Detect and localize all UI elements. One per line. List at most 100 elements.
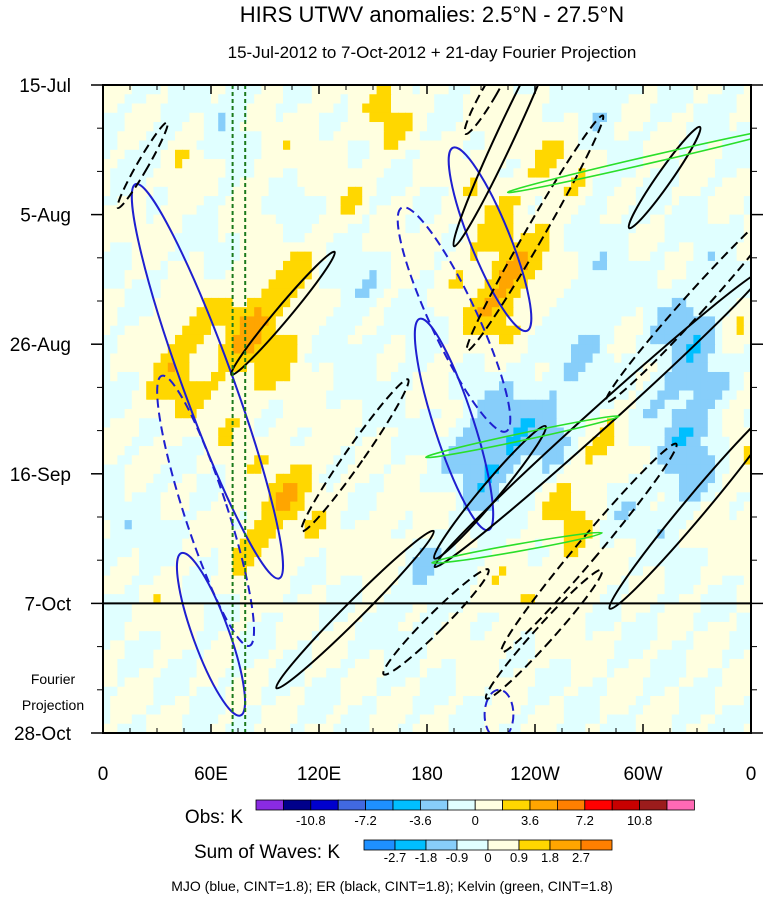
field-cell bbox=[463, 390, 471, 401]
field-cell bbox=[290, 131, 298, 142]
field-cell bbox=[247, 85, 255, 95]
field-cell bbox=[592, 473, 601, 484]
field-cell bbox=[124, 473, 133, 484]
field-cell bbox=[463, 464, 471, 475]
field-cell bbox=[549, 464, 558, 475]
field-cell bbox=[527, 520, 536, 530]
field-cell bbox=[520, 140, 529, 151]
field-cell bbox=[448, 436, 457, 447]
field-cell bbox=[225, 94, 234, 105]
field-cell bbox=[254, 529, 262, 540]
field-cell bbox=[729, 288, 738, 299]
field-cell bbox=[268, 381, 277, 392]
field-cell bbox=[448, 223, 457, 234]
field-cell bbox=[225, 325, 234, 336]
field-cell bbox=[463, 436, 471, 447]
field-cell bbox=[261, 297, 270, 308]
field-cell bbox=[542, 177, 550, 188]
field-cell bbox=[196, 131, 205, 142]
field-cell bbox=[578, 381, 586, 392]
field-cell bbox=[268, 399, 277, 410]
field-cell bbox=[398, 122, 406, 132]
field-cell bbox=[405, 196, 414, 206]
field-cell bbox=[376, 510, 385, 521]
field-cell bbox=[499, 177, 507, 188]
field-cell bbox=[628, 464, 637, 475]
field-cell bbox=[650, 353, 658, 364]
field-cell bbox=[484, 381, 493, 392]
field-cell bbox=[139, 547, 147, 558]
field-cell bbox=[254, 362, 262, 373]
field-cell bbox=[290, 85, 298, 95]
field-cell bbox=[405, 223, 414, 234]
field-cell bbox=[535, 371, 543, 382]
field-cell bbox=[131, 483, 140, 493]
field-cell bbox=[117, 399, 126, 410]
field-cell bbox=[628, 168, 637, 179]
field-cell bbox=[355, 566, 363, 577]
field-cell bbox=[635, 288, 644, 299]
field-cell bbox=[261, 520, 270, 530]
field-cell bbox=[477, 205, 486, 216]
field-cell bbox=[376, 538, 385, 549]
field-cell bbox=[103, 381, 111, 392]
field-cell bbox=[311, 223, 320, 234]
field-cell bbox=[679, 316, 687, 327]
field-cell bbox=[556, 501, 565, 512]
field-cell bbox=[117, 131, 126, 142]
field-cell bbox=[743, 94, 751, 105]
field-cell bbox=[686, 446, 694, 456]
field-cell bbox=[311, 186, 320, 197]
field-cell bbox=[491, 409, 500, 419]
field-cell bbox=[542, 325, 550, 336]
field-cell bbox=[398, 307, 406, 318]
field-cell bbox=[103, 205, 111, 216]
field-cell bbox=[268, 427, 277, 438]
field-cell bbox=[139, 594, 147, 604]
field-cell bbox=[556, 584, 565, 595]
field-cell bbox=[383, 575, 392, 586]
field-cell bbox=[743, 436, 751, 447]
field-cell bbox=[585, 260, 594, 271]
field-cell bbox=[585, 390, 594, 401]
field-cell bbox=[398, 334, 406, 345]
field-cell bbox=[232, 547, 241, 558]
field-cell bbox=[362, 149, 370, 160]
field-cell bbox=[326, 140, 334, 151]
field-cell bbox=[247, 473, 255, 484]
field-cell bbox=[311, 334, 320, 345]
field-cell bbox=[520, 381, 529, 392]
field-cell bbox=[535, 279, 543, 290]
field-cell bbox=[643, 242, 651, 253]
field-cell bbox=[254, 140, 262, 151]
field-cell bbox=[535, 362, 543, 373]
field-cell bbox=[506, 510, 514, 521]
field-cell bbox=[484, 94, 493, 105]
field-cell bbox=[275, 159, 284, 169]
field-cell bbox=[117, 464, 126, 475]
field-cell bbox=[635, 85, 644, 95]
field-cell bbox=[700, 159, 709, 169]
field-cell bbox=[635, 103, 644, 114]
field-cell bbox=[232, 584, 241, 595]
field-cell bbox=[340, 557, 349, 567]
field-cell bbox=[283, 492, 291, 503]
field-cell bbox=[254, 381, 262, 392]
field-cell bbox=[463, 131, 471, 142]
field-cell bbox=[283, 455, 291, 466]
field-cell bbox=[578, 334, 586, 345]
field-cell bbox=[542, 547, 550, 558]
field-cell bbox=[599, 501, 608, 512]
field-cell bbox=[182, 122, 190, 132]
field-cell bbox=[657, 473, 666, 484]
field-cell bbox=[549, 297, 558, 308]
field-cell bbox=[664, 483, 673, 493]
field-cell bbox=[513, 557, 522, 567]
field-cell bbox=[535, 538, 543, 549]
field-cell bbox=[232, 186, 241, 197]
field-cell bbox=[211, 418, 219, 429]
field-cell bbox=[182, 520, 190, 530]
field-cell bbox=[189, 103, 198, 114]
field-cell bbox=[441, 362, 450, 373]
field-cell bbox=[427, 205, 435, 216]
